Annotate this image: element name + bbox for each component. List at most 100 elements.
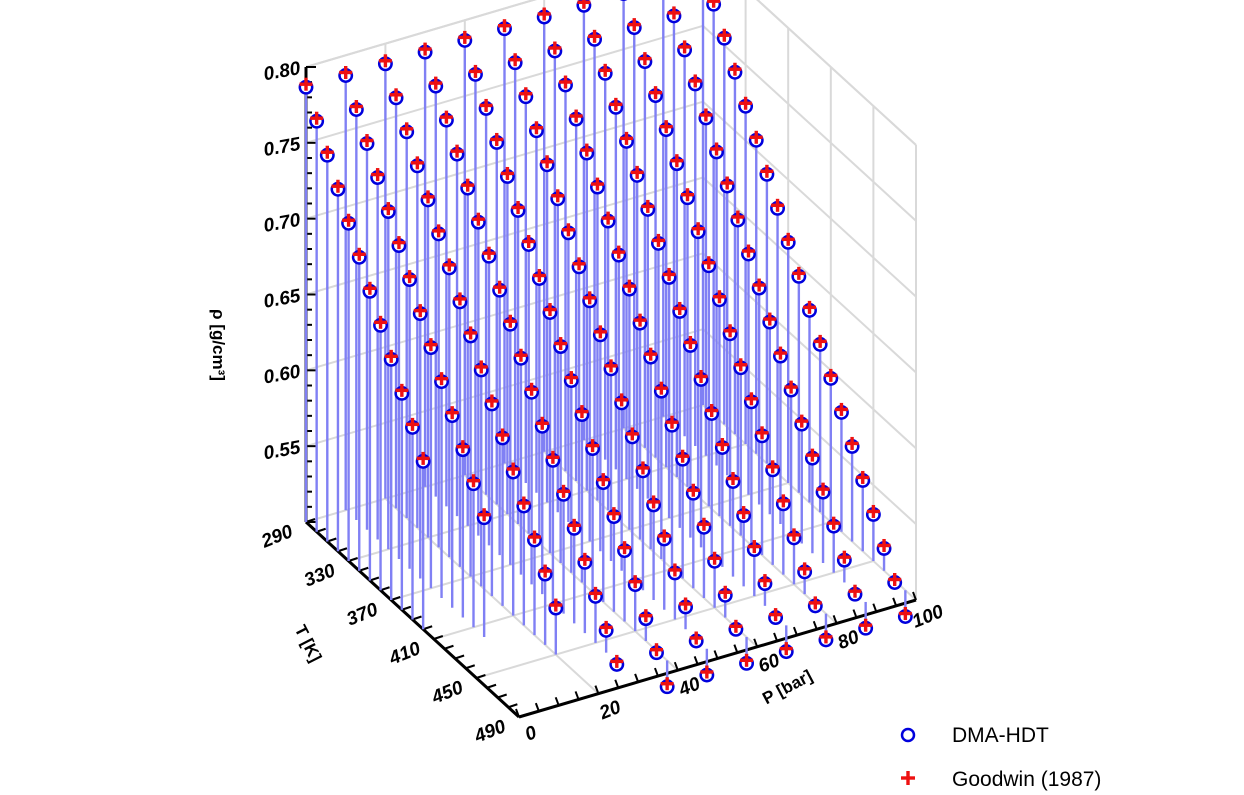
goodwin-point-p0-t390 <box>406 417 419 431</box>
goodwin-point-p10-t340 <box>392 236 406 250</box>
p-tick <box>912 591 917 601</box>
p-tick <box>673 661 679 671</box>
t-tick <box>316 527 326 533</box>
t-tick-label-5: 490 <box>471 716 510 748</box>
goodwin-point-p90-t460 <box>837 550 851 564</box>
goodwin-point-p80-t480 <box>819 630 833 644</box>
goodwin-point-p100-t390 <box>803 300 816 314</box>
rho-tick-label-0: 0.55 <box>262 437 302 464</box>
goodwin-point-p60-t440 <box>697 517 711 531</box>
p-tick-label-3: 60 <box>755 650 783 678</box>
goodwin-point-p80-t390 <box>723 324 737 338</box>
goodwin-point-p90-t390 <box>763 312 777 326</box>
goodwin-point-p30-t360 <box>493 280 507 294</box>
goodwin-point-p10-t400 <box>456 440 470 454</box>
p-tick-label-1: 20 <box>596 697 625 725</box>
goodwin-point-p70-t320 <box>609 97 623 111</box>
goodwin-point-p20-t440 <box>538 564 552 578</box>
goodwin-point-p100-t340 <box>749 130 763 144</box>
goodwin-point-p80-t340 <box>670 154 684 168</box>
goodwin-point-p40-t420 <box>596 473 610 487</box>
goodwin-point-p20-t350 <box>442 258 456 272</box>
goodwin-point-p80-t450 <box>787 528 801 542</box>
goodwin-point-p70-t470 <box>769 608 783 622</box>
t-tick <box>433 635 444 640</box>
t-tick <box>508 703 518 709</box>
goodwin-point-p70-t350 <box>641 199 655 213</box>
goodwin-point-p40-t310 <box>479 98 493 112</box>
goodwin-point-p40-t360 <box>532 269 546 283</box>
t-tick-label-1: 330 <box>301 560 339 592</box>
goodwin-point-p60-t470 <box>729 619 743 633</box>
goodwin-point-p100-t420 <box>834 402 848 416</box>
goodwin-point-p50-t310 <box>519 87 533 101</box>
goodwin-point-p10-t320 <box>371 168 385 182</box>
goodwin-point-p60-t400 <box>654 381 668 395</box>
goodwin-point-p70-t440 <box>737 506 751 520</box>
goodwin-point-p60-t320 <box>569 109 583 123</box>
goodwin-point-p30-t290 <box>418 42 432 56</box>
goodwin-point-p70-t340 <box>630 165 644 179</box>
goodwin-point-p0-t340 <box>352 247 366 261</box>
p-tick-label-4: 80 <box>835 626 863 654</box>
goodwin-point-p80-t320 <box>649 86 663 100</box>
t-tick-label-3: 410 <box>385 638 424 670</box>
t-tick <box>422 625 433 631</box>
goodwin-point-p30-t400 <box>535 416 549 430</box>
goodwin-point-p100-t430 <box>845 436 859 450</box>
goodwin-point-p50-t370 <box>583 291 597 305</box>
goodwin-point-p50-t390 <box>604 359 618 373</box>
rho-tick-label-3: 0.70 <box>262 210 302 237</box>
goodwin-point-p80-t430 <box>766 460 780 474</box>
goodwin-point-p90-t480 <box>859 618 873 632</box>
tick-labels-layer: 0.550.600.650.700.750.802903303704104504… <box>258 58 947 748</box>
goodwin-point-p10-t310 <box>360 134 374 148</box>
goodwin-point-p100-t440 <box>856 470 870 484</box>
goodwin-point-p60-t350 <box>601 211 615 225</box>
goodwin-point-p40-t430 <box>607 507 621 521</box>
goodwin-point-p10-t290 <box>339 66 353 79</box>
goodwin-point-p100-t330 <box>739 96 753 110</box>
goodwin-point-p90-t360 <box>731 210 745 224</box>
goodwin-point-p80-t420 <box>755 426 769 440</box>
goodwin-point-p70-t410 <box>705 404 719 417</box>
t-tick-label-4: 450 <box>428 677 467 709</box>
goodwin-point-p80-t300 <box>627 18 641 32</box>
goodwin-point-p60-t420 <box>676 449 690 463</box>
goodwin-point-p60-t290 <box>537 7 551 21</box>
goodwin-point-p100-t300 <box>707 0 721 8</box>
goodwin-point-p10-t330 <box>381 202 395 216</box>
z-axis-title: ρ [g/cm³] <box>209 309 228 381</box>
goodwin-point-p40-t390 <box>564 371 578 385</box>
goodwin-point-p50-t480 <box>700 665 714 679</box>
p-tick-label-0: 0 <box>522 722 540 746</box>
goodwin-point-p60-t480 <box>740 653 754 667</box>
p-tick <box>693 655 699 665</box>
goodwin-point-p80-t370 <box>702 256 716 270</box>
goodwin-point-p50-t450 <box>668 563 682 577</box>
goodwin-point-p30-t350 <box>482 246 496 260</box>
goodwin-point-p50-t290 <box>498 19 511 33</box>
markers-layer <box>298 0 913 695</box>
t-tick <box>380 586 390 592</box>
goodwin-point-p40-t330 <box>500 166 514 180</box>
p-tick <box>594 685 600 694</box>
goodwin-point-p0-t300 <box>310 111 324 125</box>
goodwin-point-p60-t460 <box>718 585 732 599</box>
goodwin-point-p100-t470 <box>888 573 902 586</box>
goodwin-point-p30-t450 <box>589 586 602 600</box>
goodwin-point-p30-t430 <box>567 518 581 532</box>
rho-tick-label-1: 0.60 <box>262 361 302 388</box>
goodwin-point-p60-t430 <box>686 483 700 497</box>
goodwin-point-p100-t370 <box>781 232 795 246</box>
p-tick <box>654 667 659 677</box>
goodwin-point-p50-t420 <box>636 461 650 475</box>
t-axis-title: T [K] <box>291 622 326 665</box>
t-tick <box>358 566 369 572</box>
goodwin-point-p70-t330 <box>620 131 633 145</box>
legend: DMA-HDT Goodwin (1987) <box>900 724 1101 791</box>
goodwin-point-p50-t330 <box>540 155 554 169</box>
goodwin-point-p10-t370 <box>424 338 438 352</box>
goodwin-point-p90-t320 <box>688 74 702 88</box>
goodwin-point-p20-t400 <box>496 428 510 442</box>
